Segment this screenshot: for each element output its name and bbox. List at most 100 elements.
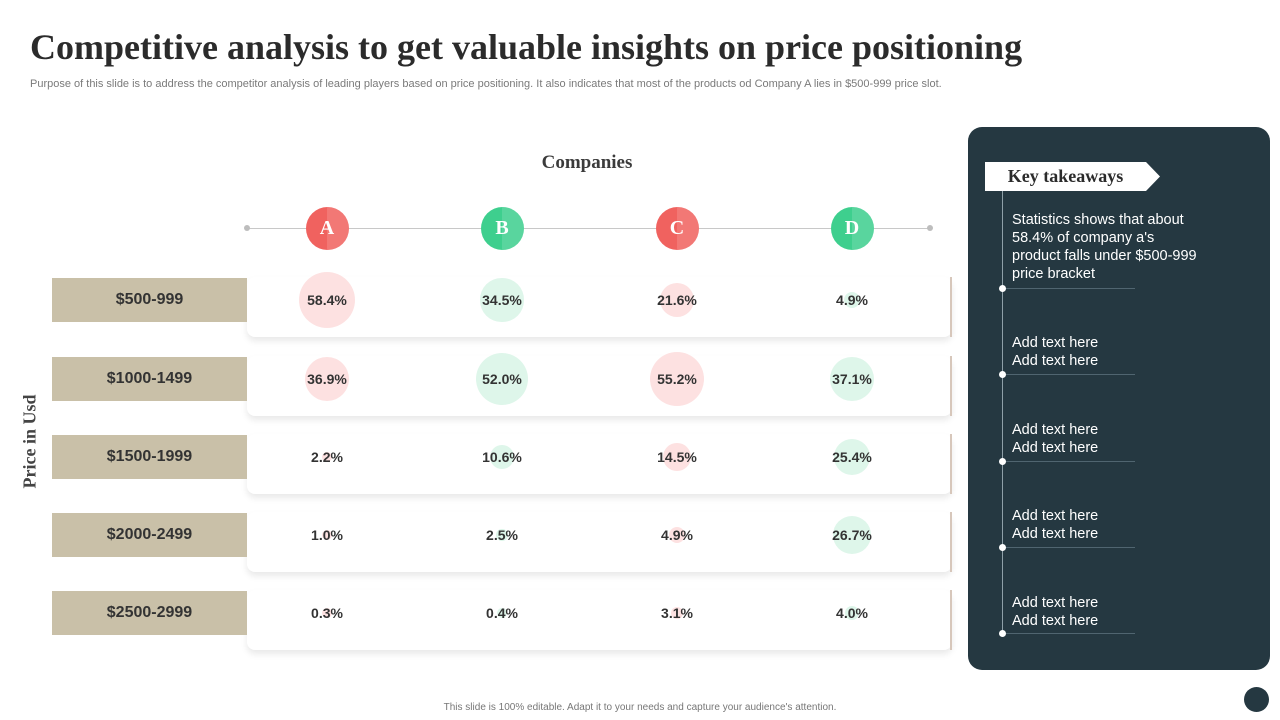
value-bubble — [670, 606, 684, 620]
price-row-card — [247, 590, 952, 650]
axis-start-dot — [244, 225, 250, 231]
corner-dot — [1244, 687, 1269, 712]
row-accent-bar — [950, 356, 952, 416]
value-bubble — [833, 438, 871, 476]
value-bubble — [844, 605, 860, 621]
value-label: 2.2% — [311, 449, 343, 465]
footer-note: This slide is 100% editable. Adapt it to… — [443, 702, 837, 713]
value-label: 36.9% — [307, 371, 347, 387]
value-label: 10.6% — [482, 449, 522, 465]
price-range-label: $2500-2999 — [52, 591, 247, 635]
circle-shade — [502, 207, 524, 250]
value-label: 1.0% — [311, 527, 343, 543]
value-bubble — [829, 356, 875, 402]
value-label: 14.5% — [657, 449, 697, 465]
companies-axis-title: Companies — [541, 152, 633, 173]
takeaway-divider — [1003, 374, 1135, 375]
value-label: 58.4% — [307, 292, 347, 308]
value-bubble — [304, 356, 350, 402]
takeaway-dot — [999, 544, 1006, 551]
value-label: 21.6% — [657, 292, 697, 308]
company-d-circle: D — [830, 207, 874, 250]
price-axis-title: Price in Usd — [19, 394, 40, 489]
value-bubble — [649, 351, 705, 407]
value-bubble — [663, 443, 691, 471]
row-accent-bar — [950, 512, 952, 572]
value-bubble — [497, 608, 507, 618]
value-bubble — [322, 608, 332, 618]
slide-title: Competitive analysis to get valuable ins… — [30, 27, 1023, 67]
value-bubble — [668, 526, 686, 544]
value-bubble — [833, 516, 871, 554]
takeaway-line: Add text here — [1012, 613, 1099, 629]
value-label: 2.5% — [486, 527, 518, 543]
value-label: 55.2% — [657, 371, 697, 387]
value-label: 0.3% — [311, 605, 343, 621]
value-label: 4.9% — [836, 292, 868, 308]
axis-end-dot — [927, 225, 933, 231]
value-label: 26.7% — [832, 527, 872, 543]
company-a-circle: A — [305, 207, 349, 250]
company-label: B — [495, 217, 509, 239]
key-takeaways-panel — [968, 127, 1270, 670]
value-bubble — [496, 529, 508, 541]
circle-shade — [852, 207, 874, 250]
company-axis-line — [247, 228, 930, 229]
key-takeaways-title: Key takeaways — [1007, 166, 1124, 186]
value-label: 0.4% — [486, 605, 518, 621]
takeaway-line: Add text here — [1012, 353, 1099, 369]
value-label: 4.0% — [836, 605, 868, 621]
value-label: 25.4% — [832, 449, 872, 465]
value-label: 3.1% — [661, 605, 693, 621]
slide-subtitle: Purpose of this slide is to address the … — [30, 78, 942, 90]
takeaway-item: Add text here Add text here — [1012, 334, 1212, 370]
key-takeaways-tag: Key takeaways — [985, 162, 1160, 191]
takeaway-divider — [1003, 288, 1135, 289]
row-accent-bar — [950, 434, 952, 494]
company-b-circle: B — [480, 207, 524, 250]
takeaways-timeline — [1002, 191, 1003, 633]
takeaway-line: 58.4% of company a's — [1012, 230, 1155, 246]
takeaway-line: price bracket — [1012, 266, 1096, 282]
value-bubble — [490, 445, 514, 469]
price-range-label: $1000-1499 — [52, 357, 247, 401]
value-bubble — [480, 278, 524, 322]
takeaway-item: Statistics shows that about 58.4% of comp… — [1012, 211, 1212, 283]
takeaway-dot — [999, 458, 1006, 465]
company-c-circle: C — [655, 207, 699, 250]
company-label: A — [319, 217, 335, 239]
takeaway-item: Add text here Add text here — [1012, 594, 1212, 630]
value-bubble — [659, 282, 695, 318]
takeaway-line: product falls under $500-999 — [1012, 248, 1197, 264]
value-label: 4.9% — [661, 527, 693, 543]
takeaway-line: Statistics shows that about — [1012, 212, 1184, 228]
value-bubble — [321, 451, 333, 463]
price-range-label: $2000-2499 — [52, 513, 247, 557]
takeaway-dot — [999, 285, 1006, 292]
takeaway-item: Add text here Add text here — [1012, 421, 1212, 457]
takeaway-line: Add text here — [1012, 335, 1099, 351]
takeaway-dot — [999, 630, 1006, 637]
price-range-label: $500-999 — [52, 278, 247, 322]
value-label: 52.0% — [482, 371, 522, 387]
value-bubble — [322, 530, 332, 540]
value-bubble — [843, 291, 861, 309]
takeaway-divider — [1003, 547, 1135, 548]
takeaway-line: Add text here — [1012, 422, 1099, 438]
price-range-label: $1500-1999 — [52, 435, 247, 479]
company-label: C — [669, 217, 685, 239]
value-label: 37.1% — [832, 371, 872, 387]
price-row-card — [247, 277, 952, 337]
value-bubble — [475, 352, 529, 406]
takeaway-item: Add text here Add text here — [1012, 507, 1212, 543]
takeaway-divider — [1003, 633, 1135, 634]
takeaway-line: Add text here — [1012, 440, 1099, 456]
takeaway-line: Add text here — [1012, 526, 1099, 542]
circle-shade — [677, 207, 699, 250]
takeaway-divider — [1003, 461, 1135, 462]
takeaway-line: Add text here — [1012, 595, 1099, 611]
row-accent-bar — [950, 277, 952, 337]
company-label: D — [844, 217, 860, 239]
row-accent-bar — [950, 590, 952, 650]
circle-shade — [327, 207, 349, 250]
